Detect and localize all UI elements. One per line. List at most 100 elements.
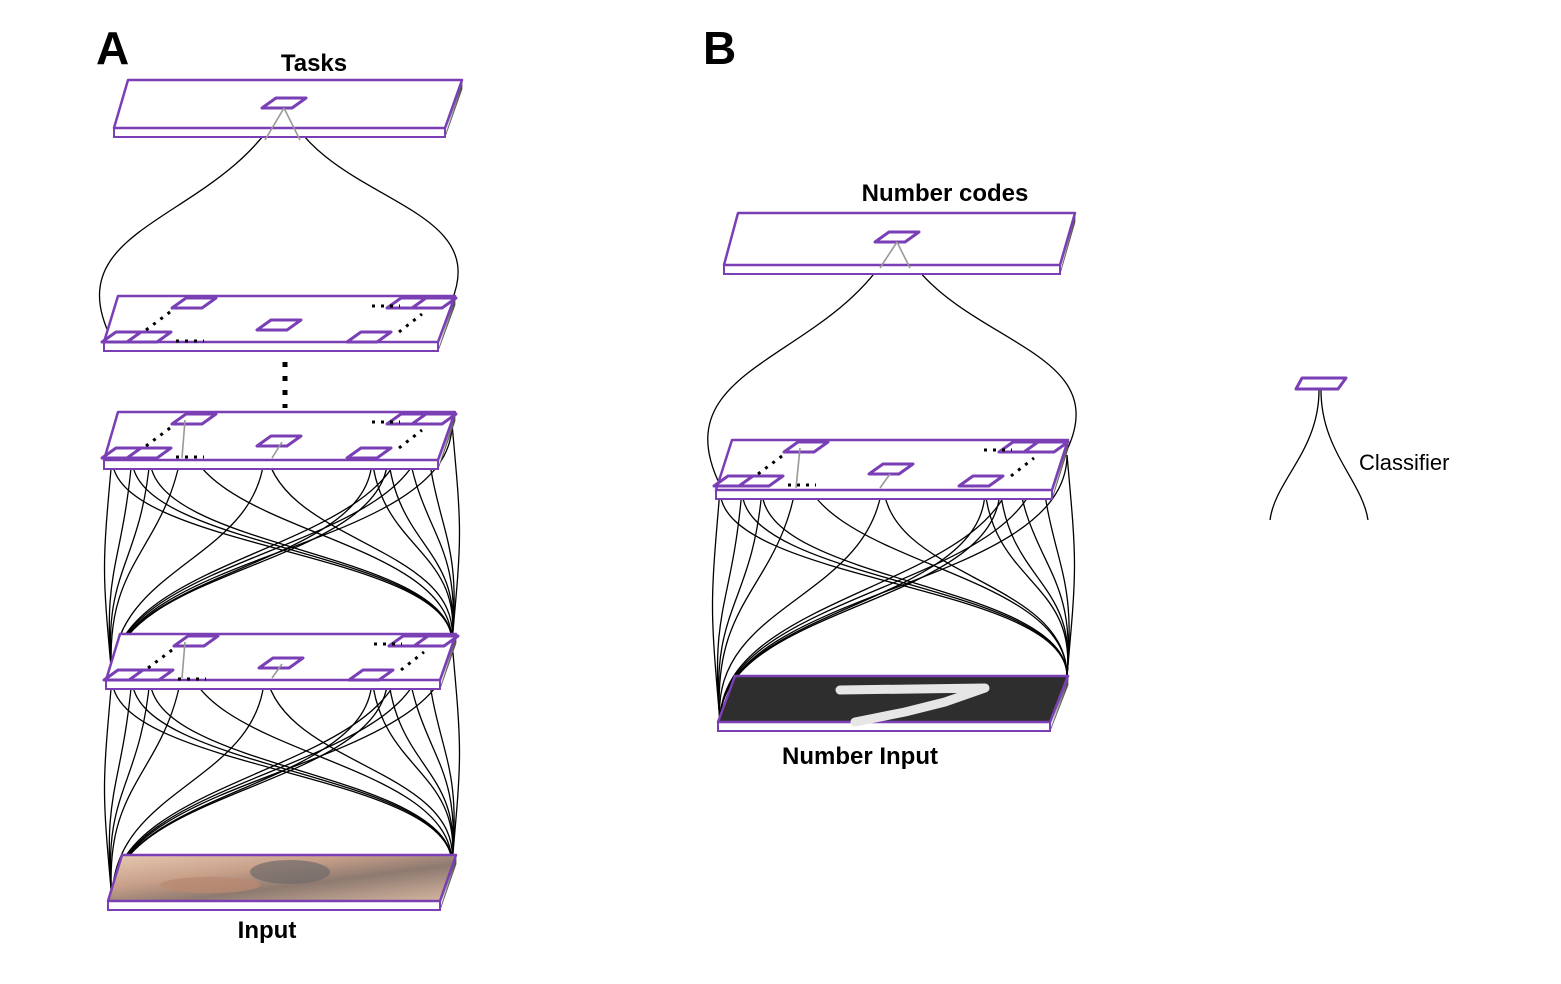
panel-a-input-layer — [106, 853, 458, 911]
connection-line — [896, 237, 1077, 451]
panel-a-tasks-stem — [283, 107, 301, 141]
panel-a-input-layer-front — [107, 900, 441, 911]
panel-a-hidden-mid-unit-fr — [345, 446, 393, 460]
panel-b-codes-stem — [879, 241, 898, 269]
panel-b-top-label: Number codes — [862, 180, 1029, 207]
connection-line — [108, 677, 133, 901]
connection-line — [111, 424, 406, 679]
panel-a-hidden-low-unit-center — [257, 656, 305, 670]
panel-a-unit-stem — [181, 419, 186, 459]
connection-line — [131, 457, 453, 643]
panel-a-input-photo — [160, 877, 260, 893]
panel-b-hidden-unit-center — [867, 462, 915, 476]
connection-line — [371, 457, 454, 643]
panel-a-hidden-layer-low — [102, 632, 460, 690]
panel-b-hidden-layer — [712, 438, 1070, 500]
panel-a-hidden-top-unit-fl2 — [125, 330, 173, 344]
panel-a-input-photo — [250, 860, 330, 884]
connections — [98, 103, 1077, 901]
connection-line — [108, 457, 133, 679]
classifier-icon — [1269, 376, 1369, 521]
connection-line — [149, 457, 453, 643]
panel-a-hidden-layer-mid — [100, 410, 458, 470]
connection-line — [719, 479, 884, 723]
legend: Classifier — [1269, 376, 1449, 521]
connection-line — [109, 457, 151, 679]
panel-b-hidden-unit-bl — [782, 440, 830, 454]
connection-line — [111, 423, 453, 679]
connection-line — [719, 454, 1041, 723]
connection-line — [1066, 454, 1076, 677]
panel-b-layer-number-codes-front — [723, 264, 1061, 275]
connection-line — [719, 454, 1068, 723]
panel-a-hidden-top-unit-br2 — [410, 296, 458, 310]
panel-b-input-layer — [716, 674, 1070, 732]
panel-a-unit-stem — [181, 641, 186, 679]
layers — [100, 78, 1077, 911]
panel-a-hidden-top-unit-center — [255, 318, 303, 332]
connection-line — [283, 103, 459, 301]
connection-line — [882, 479, 1068, 677]
panel-b-codes-unit — [873, 230, 921, 244]
connection-line — [98, 103, 285, 341]
panel-b-unit-stem — [879, 473, 891, 489]
connection-line — [103, 677, 113, 901]
panel-a-hidden-low-unit-fl2 — [127, 668, 175, 682]
connection-line — [149, 677, 453, 865]
connection-line — [719, 454, 1016, 723]
panel-b-hidden-unit-br2 — [1022, 440, 1070, 454]
panel-b-codes-stem — [896, 241, 911, 269]
connection-line — [111, 424, 426, 679]
panel-b-hidden-unit-fr — [957, 474, 1005, 488]
panel-a-top-label: Tasks — [281, 50, 347, 77]
connection-line — [711, 489, 721, 723]
panel-a-hidden-low-unit-fr — [347, 668, 395, 682]
connection-line — [109, 677, 151, 901]
panel-a-hidden-top-unit-fr — [345, 330, 393, 344]
connection-line — [761, 489, 1068, 677]
panel-a-hidden-low-unit-br2 — [412, 634, 460, 648]
panel-a-hidden-mid-unit-fl2 — [125, 446, 173, 460]
panel-b-layer-number-codes — [722, 211, 1077, 275]
panel-b-unit-stem — [795, 447, 801, 489]
panel-a-bottom-label: Input — [238, 917, 297, 944]
panel-a-hidden-mid-unit-center — [255, 434, 303, 448]
connection-line — [984, 489, 1069, 677]
panel-b-hidden-unit-fl2 — [737, 474, 785, 488]
connection-line — [741, 489, 1068, 677]
panel-a-hidden-top-unit-bl — [170, 296, 218, 310]
connection-line — [264, 667, 453, 865]
connection-line — [718, 454, 801, 723]
panel-a-layer-tasks-front — [113, 127, 446, 138]
panel-b-bottom-label: Number Input — [782, 743, 938, 770]
connection-line — [451, 423, 461, 643]
panel-b-hidden-layer-front — [715, 489, 1053, 500]
connection-line — [451, 641, 461, 865]
panel-a-hidden-layer-top — [100, 294, 458, 352]
panel-b-digit-seven — [835, 683, 990, 727]
panel-a-layer-tasks — [112, 78, 464, 138]
panel-a-hidden-mid-unit-bl — [170, 412, 218, 426]
connection-line — [716, 489, 743, 723]
panel-a-hidden-layer-mid-front — [103, 459, 439, 470]
panel-a-unit-stem — [271, 441, 283, 459]
panel-a-hidden-mid-unit-br2 — [410, 412, 458, 426]
connection-line — [717, 489, 763, 723]
connection-line — [264, 444, 453, 643]
connection-line — [111, 644, 426, 901]
connection-line — [371, 677, 454, 865]
connection-line — [707, 237, 898, 486]
panel-a-tasks-unit — [260, 96, 308, 110]
panel-a-tasks-stem — [264, 107, 285, 141]
connection-line — [999, 487, 1069, 677]
panel-a-letter: A — [96, 22, 129, 74]
connection-line — [131, 677, 453, 865]
panel-b-letter: B — [703, 22, 736, 74]
connection-line — [111, 644, 406, 901]
legend-label: Classifier — [1359, 450, 1449, 475]
connection-line — [103, 457, 113, 679]
panel-a-unit-stem — [271, 663, 283, 679]
connection-line — [110, 647, 186, 901]
panel-b-input-layer-front — [717, 721, 1051, 732]
